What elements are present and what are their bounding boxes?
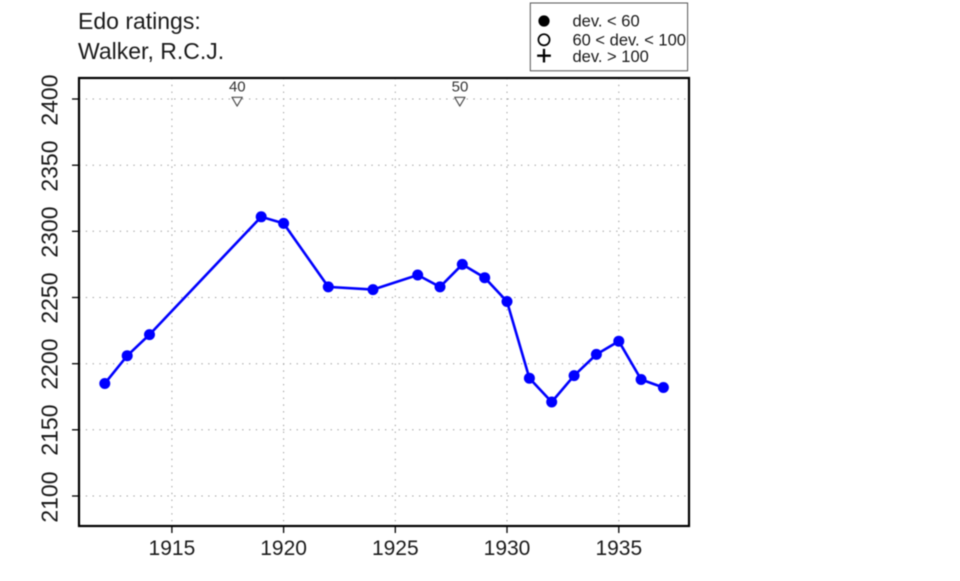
svg-text:dev. < 60: dev. < 60 (573, 13, 640, 31)
svg-text:50: 50 (452, 79, 469, 96)
svg-text:40: 40 (229, 79, 246, 96)
svg-text:60 < dev. < 100: 60 < dev. < 100 (573, 31, 686, 49)
svg-text:dev. > 100: dev. > 100 (573, 48, 649, 66)
